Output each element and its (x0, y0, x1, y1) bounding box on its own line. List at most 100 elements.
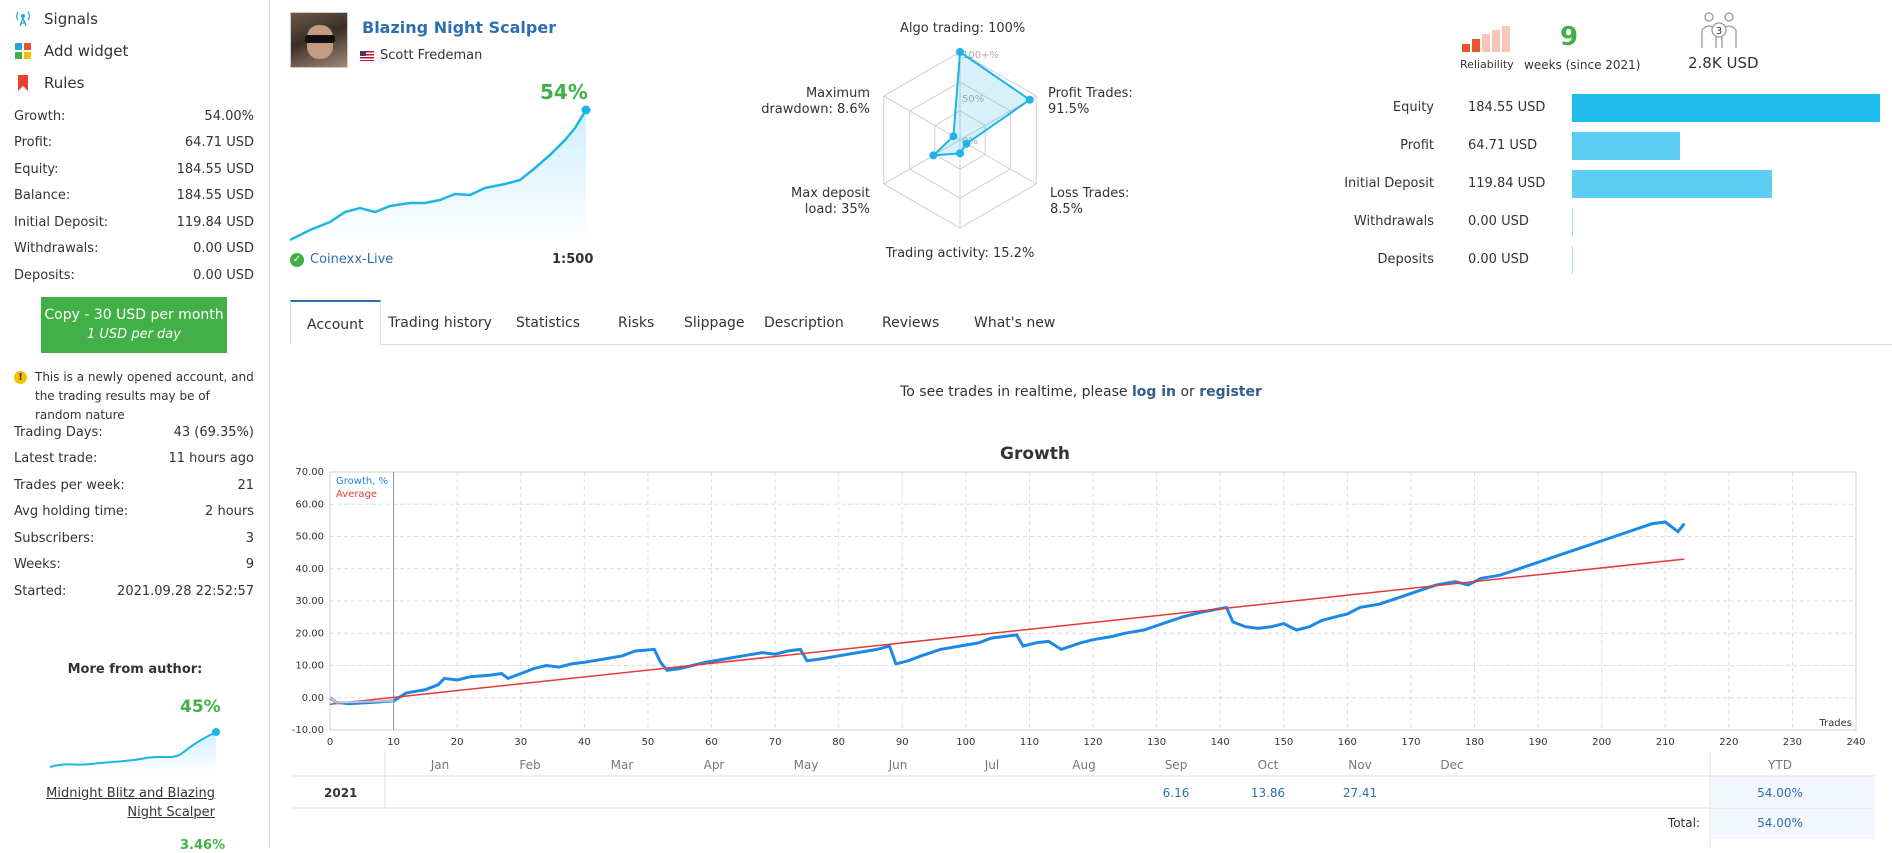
growth-chart-title: Growth (1000, 444, 1070, 464)
month-value-nov[interactable]: 27.41 (1342, 786, 1378, 800)
total-cell-bg (1711, 809, 1875, 839)
stat-label: Withdrawals: (14, 241, 99, 256)
balance-bar (1572, 208, 1573, 236)
stat-row: Latest trade: 11 hours ago (14, 449, 254, 469)
month-header-nov: Nov (1348, 758, 1372, 772)
balance-bar (1572, 170, 1772, 198)
stat-label: Weeks: (14, 557, 61, 572)
stat-row: Trades per week: 21 (14, 475, 254, 495)
radar-tick: 100+% (962, 50, 999, 61)
stat-value: 9 (245, 557, 254, 572)
tab-risks[interactable]: Risks (618, 315, 655, 331)
stat-row: Started: 2021.09.28 22:52:57 (14, 581, 254, 601)
copy-subscribe-button[interactable]: Copy - 30 USD per month 1 USD per day (41, 297, 227, 353)
y-tick-label: 30.00 (295, 596, 324, 607)
widget-grid-icon (14, 42, 32, 60)
balance-row: Profit 64.71 USD (1300, 132, 1880, 160)
month-header-apr: Apr (703, 758, 725, 772)
month-header-ytd: YTD (1768, 758, 1792, 772)
risk-radar-chart: 100+%50%0% (883, 48, 1037, 229)
author-avatar[interactable] (290, 12, 348, 68)
nav-rules-label: Rules (44, 74, 85, 92)
nav-add-widget[interactable]: Add widget (14, 40, 128, 62)
nav-add-widget-label: Add widget (44, 42, 129, 60)
stat-value: 3 (245, 530, 254, 546)
reliability-label: Reliability (1460, 58, 1514, 71)
total-value: 54.00% (1757, 816, 1803, 830)
x-tick-label: 10 (387, 737, 400, 748)
login-link[interactable]: log in (1131, 384, 1177, 400)
register-link[interactable]: register (1199, 384, 1262, 400)
month-header-may: May (793, 758, 819, 772)
author-line[interactable]: Scott Fredeman (360, 48, 482, 63)
month-header-jul: Jul (984, 758, 1000, 772)
tab-account[interactable]: Account (290, 300, 381, 345)
tab-reviews[interactable]: Reviews (882, 315, 940, 331)
nav-signals[interactable]: Signals (14, 8, 98, 30)
table-grid (290, 752, 1875, 848)
realtime-notice: To see trades in realtime, please log in… (0, 384, 1892, 400)
stat-value: 2021.09.28 22:52:57 (117, 583, 254, 599)
notice-text: This is a newly opened account, and the … (35, 370, 254, 422)
x-tick-label: 140 (1211, 737, 1230, 748)
tab-trading-history[interactable]: Trading history (388, 315, 492, 331)
stat-label: Initial Deposit: (14, 214, 109, 230)
radar-label-profit: Profit Trades: 91.5% (1048, 86, 1133, 117)
monthly-growth-table: Jan Feb Mar Apr May Jun Jul Aug Sep Oct Nov Dec YTD 2… (290, 752, 1875, 848)
y-tick-label: 70.00 (295, 467, 324, 478)
tab-what-s-new[interactable]: What's new (974, 315, 1056, 331)
balance-label: Deposits (1377, 252, 1434, 267)
new-account-notice: ! This is a newly opened account, and th… (14, 368, 259, 425)
balance-label: Profit (1400, 138, 1434, 153)
stat-row: Equity: 184.55 USD (14, 159, 254, 179)
copy-daily-price-label: 1 USD per day (87, 327, 181, 342)
subscribers-count: 3 (1716, 26, 1722, 37)
y-tick-label: 40.00 (295, 564, 324, 575)
stat-label: Growth: (14, 108, 66, 124)
verified-check-icon: ✓ (290, 252, 304, 267)
x-tick-label: 160 (1338, 737, 1357, 748)
nav-rules[interactable]: Rules (14, 72, 84, 94)
x-tick-label: 200 (1592, 737, 1611, 748)
x-tick-label: 220 (1719, 737, 1738, 748)
month-value-oct[interactable]: 13.86 (1250, 786, 1286, 800)
radar-point-profit (1025, 95, 1034, 104)
tab-statistics[interactable]: Statistics (516, 315, 580, 331)
stat-label: Profit: (14, 135, 53, 150)
legend-average: Average (336, 489, 377, 500)
stat-value: 2 hours (205, 504, 254, 519)
y-tick-label: 50.00 (295, 532, 324, 543)
x-tick-label: 210 (1656, 737, 1675, 748)
series-line-prestart (329, 696, 394, 704)
tab-description[interactable]: Description (764, 315, 844, 331)
author-name: Scott Fredeman (380, 48, 483, 63)
stat-value: 184.55 USD (176, 161, 254, 177)
stat-row: Profit: 64.71 USD (14, 133, 254, 153)
x-tick-label: 170 (1401, 737, 1420, 748)
x-tick-label: 80 (832, 737, 845, 748)
radar-label-activity: Trading activity: 15.2% (885, 246, 1035, 261)
x-tick-label: 30 (514, 737, 527, 748)
balance-value: 0.00 USD (1468, 214, 1529, 229)
series-line-average (329, 558, 1685, 705)
month-value-sep[interactable]: 6.16 (1162, 786, 1190, 800)
balance-row: Deposits 0.00 USD (1300, 246, 1880, 274)
broker-line[interactable]: ✓ Coinexx-Live (290, 252, 393, 267)
stat-label: Balance: (14, 188, 71, 203)
warning-icon: ! (14, 371, 27, 384)
tab-slippage[interactable]: Slippage (684, 315, 745, 331)
more-signal-sparkline[interactable] (46, 712, 226, 772)
x-tick-label: 70 (769, 737, 782, 748)
signal-title[interactable]: Blazing Night Scalper (362, 18, 557, 37)
realtime-or: or (1180, 384, 1195, 400)
stat-row: Initial Deposit: 119.84 USD (14, 212, 254, 232)
stat-label: Equity: (14, 161, 59, 177)
stat-row: Deposits: 0.00 USD (14, 265, 254, 285)
x-tick-label: 60 (705, 737, 718, 748)
stat-row: Subscribers: 3 (14, 528, 254, 548)
balance-value: 119.84 USD (1468, 176, 1546, 191)
more-signal-name-link[interactable]: Midnight Blitz and Blazing Night Scalper (46, 786, 215, 820)
stat-row: Avg holding time: 2 hours (14, 502, 254, 522)
month-header-aug: Aug (1072, 758, 1096, 772)
balance-value: 64.71 USD (1468, 138, 1538, 153)
